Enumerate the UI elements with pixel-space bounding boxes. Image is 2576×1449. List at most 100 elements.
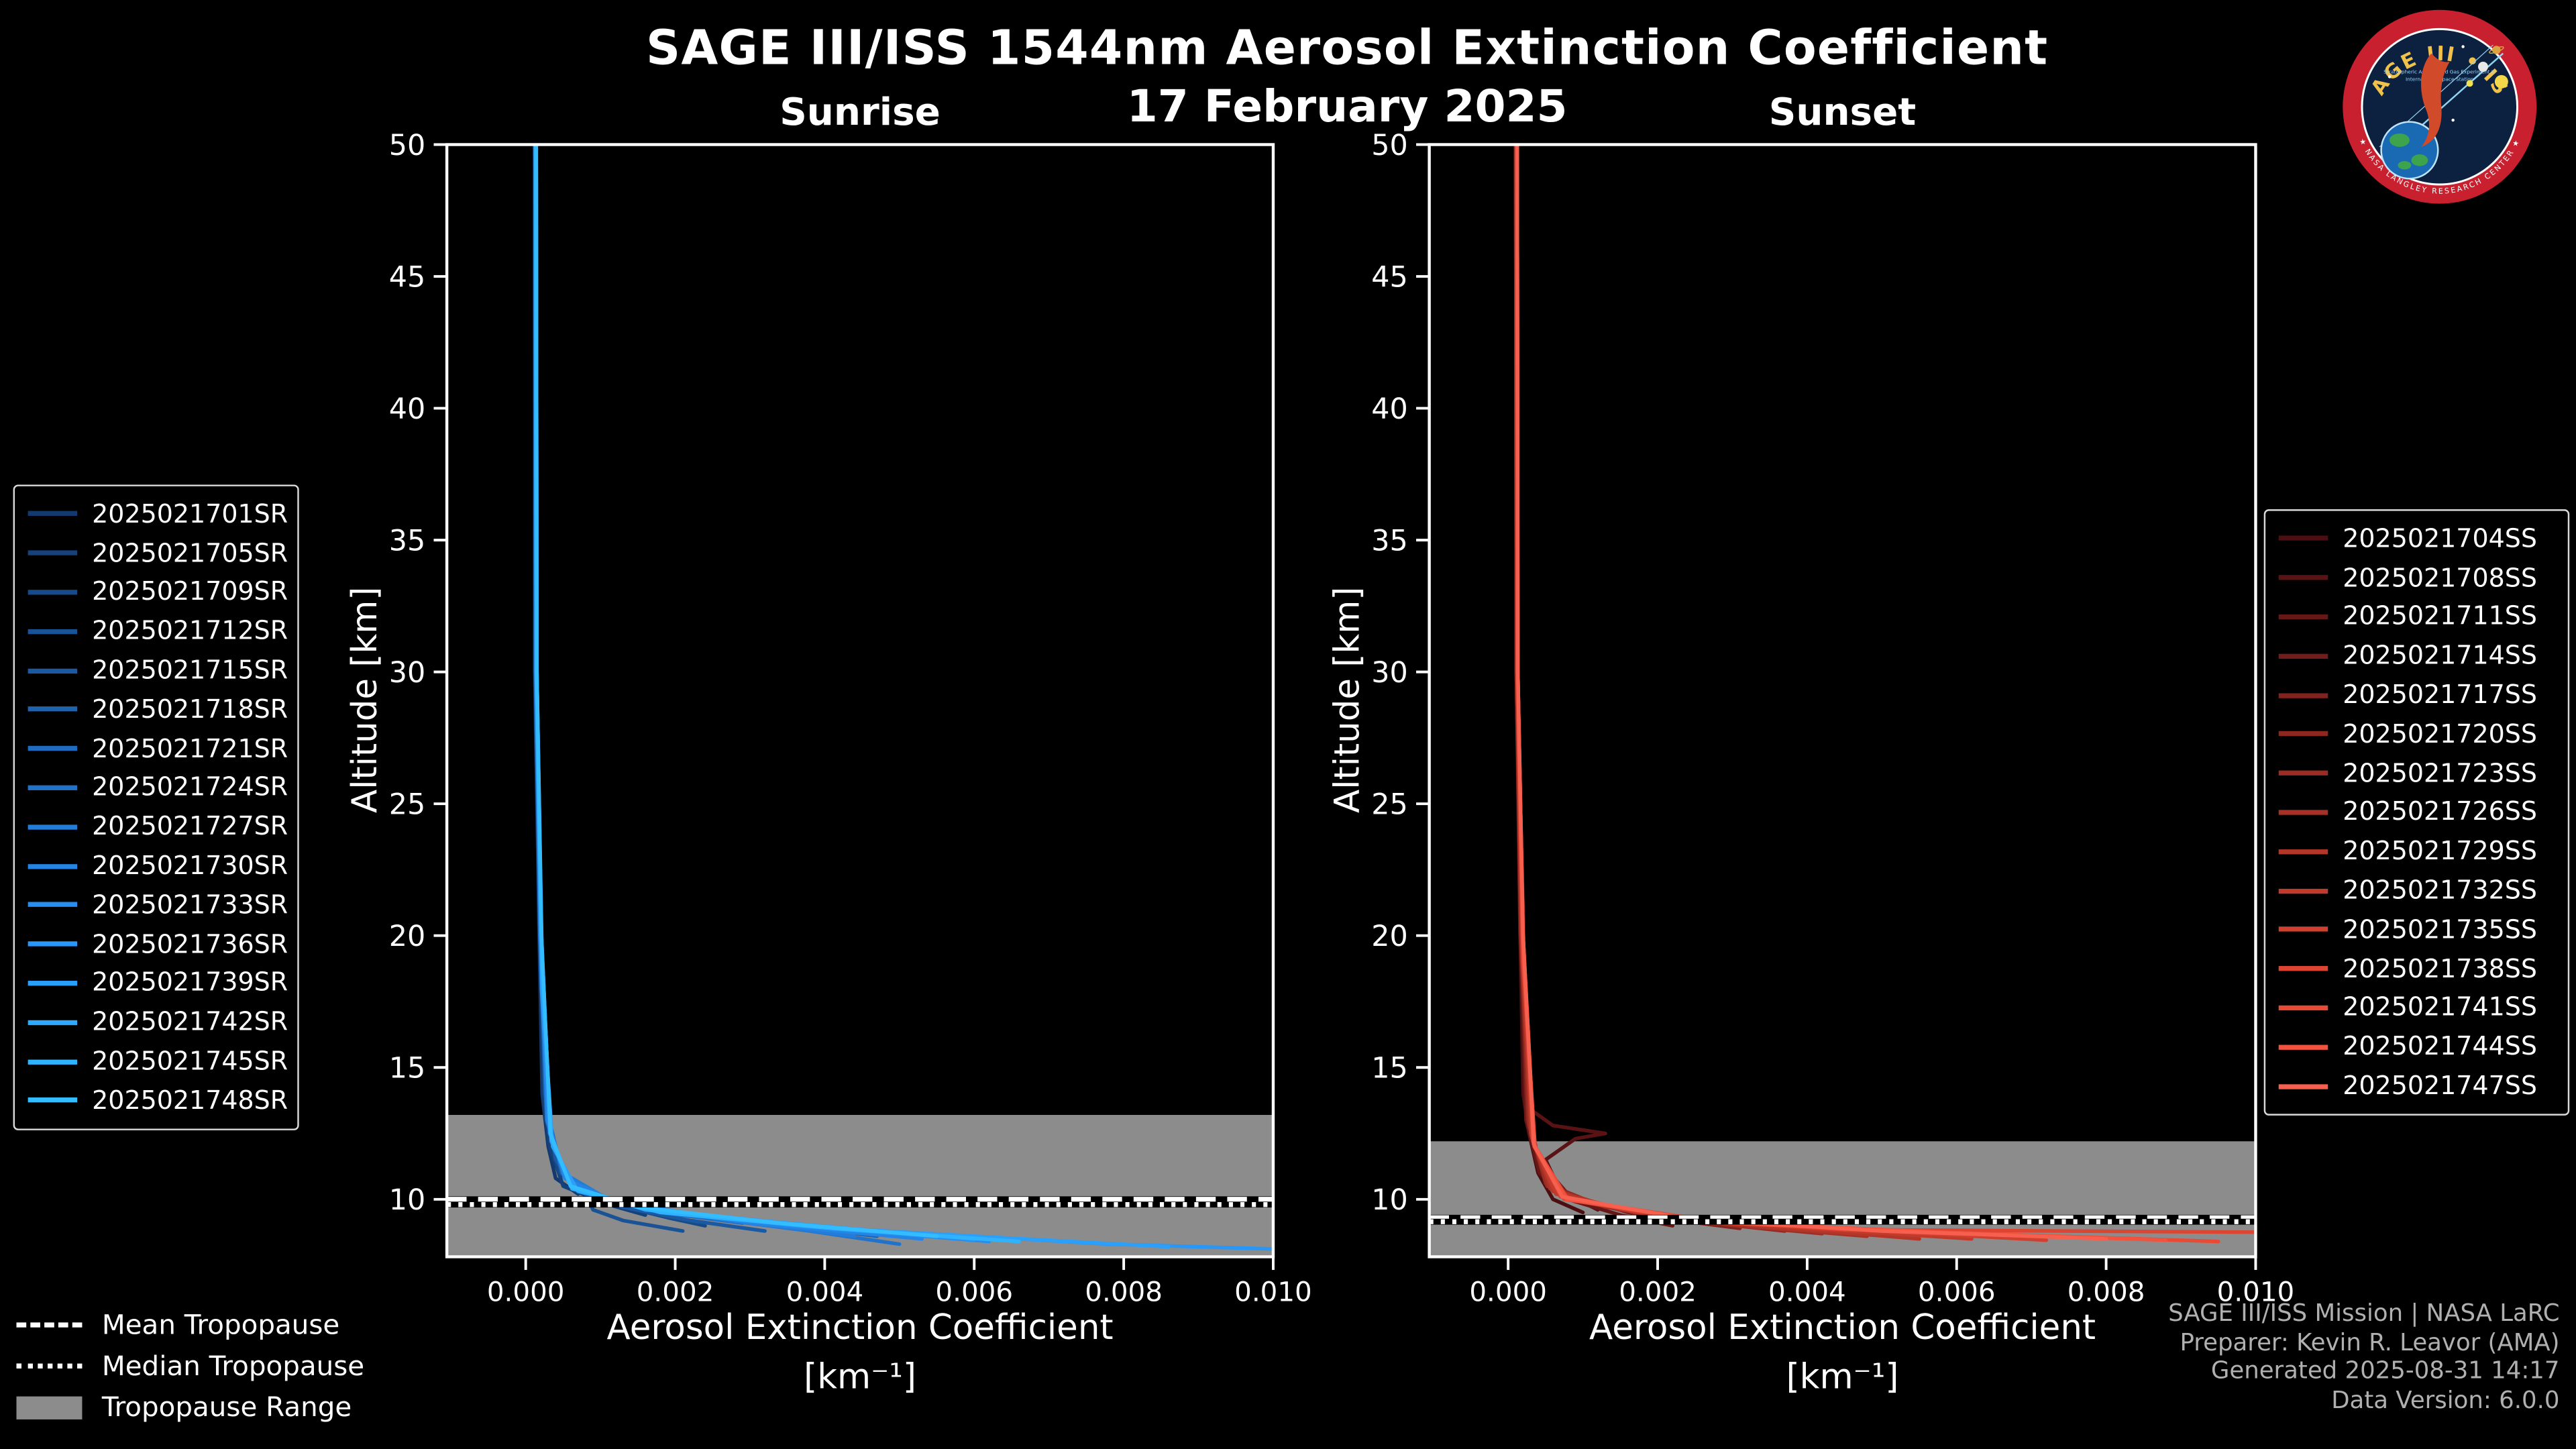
logo-moon [2478, 61, 2488, 72]
sunrise-legend-item: 2025021733SR [28, 885, 288, 924]
sunrise-event-id: 2025021724SR [92, 773, 288, 803]
sunset-legend-item: 2025021708SS [2278, 558, 2555, 597]
gray-band-swatch [16, 1395, 83, 1419]
profile-line [533, 144, 647, 1217]
sunrise-event-legend: 2025021701SR 2025021705SR 2025021709SR 2025… [13, 484, 299, 1130]
sunrise-panel-title: Sunrise [780, 92, 941, 135]
sunset-legend-item: 2025021735SS [2278, 910, 2555, 949]
dashed-line-swatch [16, 1322, 83, 1328]
y-tick-label: 40 [1371, 392, 1408, 426]
profile-line [533, 144, 745, 1225]
credits-block: SAGE III/ISS Mission | NASA LaRC Prepare… [2168, 1301, 2559, 1416]
sunset-event-id: 2025021714SS [2343, 641, 2537, 671]
sunrise-event-id: 2025021742SR [92, 1007, 288, 1037]
median-tropopause-label: Median Tropopause [101, 1350, 365, 1382]
sunset-legend-item: 2025021704SS [2278, 519, 2555, 558]
logo-earth-land-1 [2390, 133, 2410, 147]
sunrise-color-swatch [28, 863, 78, 869]
profile-line [533, 144, 902, 1246]
sunset-legend-item: 2025021714SS [2278, 637, 2555, 676]
profile-line [1514, 144, 1690, 1225]
sunset-event-id: 2025021747SS [2343, 1071, 2537, 1101]
profile-line [533, 144, 1273, 1251]
sunrise-color-swatch [28, 1097, 78, 1104]
sunset-event-legend: 2025021704SS 2025021708SS 2025021711SS 2025… [2263, 509, 2570, 1116]
sunset-event-id: 2025021738SS [2343, 954, 2537, 984]
x-tick-label: 0.002 [637, 1276, 714, 1308]
sunset-color-swatch [2278, 888, 2328, 894]
panel-border [1428, 143, 2257, 1258]
sunset-color-swatch [2278, 575, 2328, 580]
sunset-legend-item: 2025021726SS [2278, 793, 2555, 832]
profile-line [533, 144, 685, 1233]
profile-line [534, 144, 1171, 1249]
sunrise-legend-item: 2025021712SR [28, 612, 288, 651]
sunrise-color-swatch [28, 824, 78, 830]
x-tick-label: 0.006 [1918, 1276, 1996, 1308]
y-tick-label: 25 [389, 788, 426, 822]
y-tick-label: 20 [1371, 920, 1408, 953]
sunset-panel-title: Sunset [1768, 92, 1917, 135]
tropopause-legend: Mean Tropopause Median Tropopause Tropop… [16, 1304, 364, 1428]
sunrise-event-id: 2025021730SR [92, 851, 288, 881]
y-tick-label: 40 [389, 392, 426, 426]
sunrise-y-axis-label: Altitude [km] [345, 586, 385, 813]
page-subtitle: 17 February 2025 [1126, 82, 1568, 133]
sunset-color-swatch [2278, 927, 2328, 932]
sunset-color-swatch [2278, 692, 2328, 698]
panel-border [445, 143, 1275, 1258]
sunset-x-axis-units: [km⁻¹] [1786, 1356, 1899, 1397]
logo-earth-land-2 [2411, 154, 2428, 166]
sunset-color-swatch [2278, 1044, 2328, 1050]
credits-mission: SAGE III/ISS Mission | NASA LaRC [2168, 1301, 2560, 1328]
sunrise-legend-item: 2025021715SR [28, 651, 288, 690]
y-tick-label: 45 [389, 260, 426, 294]
sunrise-color-swatch [28, 667, 78, 674]
sunset-legend-item: 2025021732SS [2278, 871, 2555, 910]
sunset-event-id: 2025021735SS [2343, 914, 2537, 945]
x-tick-label: 0.010 [2217, 1276, 2295, 1308]
mean-tropopause-legend-item: Mean Tropopause [16, 1304, 364, 1345]
profile-line [1513, 144, 1742, 1230]
sunset-legend-item: 2025021747SS [2278, 1067, 2555, 1106]
sunrise-legend-item: 2025021736SR [28, 924, 288, 963]
dotted-line-swatch [16, 1363, 83, 1369]
profile-line [533, 144, 924, 1241]
sunset-legend-item: 2025021741SS [2278, 988, 2555, 1027]
profile-line [1515, 144, 2220, 1244]
sunset-color-swatch [2278, 966, 2328, 971]
y-tick-label: 15 [1371, 1052, 1408, 1085]
sunrise-color-swatch [28, 511, 78, 517]
sunrise-color-swatch [28, 550, 78, 556]
tropopause-range-legend-item: Tropopause Range [16, 1387, 364, 1428]
sunrise-event-id: 2025021745SR [92, 1046, 288, 1077]
sunset-color-swatch [2278, 653, 2328, 659]
sunrise-event-id: 2025021715SR [92, 655, 288, 686]
profile-line [534, 144, 939, 1238]
profile-line [1513, 144, 1824, 1236]
profile-line [534, 144, 1021, 1244]
x-tick-label: 0.004 [1768, 1276, 1846, 1308]
y-tick-label: 50 [389, 129, 426, 162]
tropopause-range-label: Tropopause Range [101, 1391, 352, 1423]
median-tropopause-legend-item: Median Tropopause [16, 1346, 364, 1387]
sunset-color-swatch [2278, 731, 2328, 737]
y-tick-label: 35 [389, 525, 426, 558]
sunrise-event-id: 2025021712SR [92, 616, 288, 647]
x-tick-label: 0.002 [1619, 1276, 1697, 1308]
sunset-legend-item: 2025021723SS [2278, 754, 2555, 793]
sage-iss-logo: SAGE III • ISS Stratospheric Aerosol and… [2339, 7, 2537, 204]
sunrise-legend-item: 2025021701SR [28, 494, 288, 533]
sunrise-event-id: 2025021733SR [92, 890, 288, 920]
profile-line [1515, 144, 2108, 1241]
sunset-plot-area [1429, 144, 2256, 1257]
logo-small-planet [2466, 80, 2473, 87]
profile-line [1514, 144, 1869, 1238]
x-tick-label: 0.000 [487, 1276, 565, 1308]
x-tick-label: 0.006 [935, 1276, 1013, 1308]
sunset-color-swatch [2278, 770, 2328, 776]
sunset-event-id: 2025021744SS [2343, 1032, 2537, 1062]
sunset-legend-item: 2025021720SS [2278, 714, 2555, 753]
profile-line [1515, 144, 2256, 1234]
